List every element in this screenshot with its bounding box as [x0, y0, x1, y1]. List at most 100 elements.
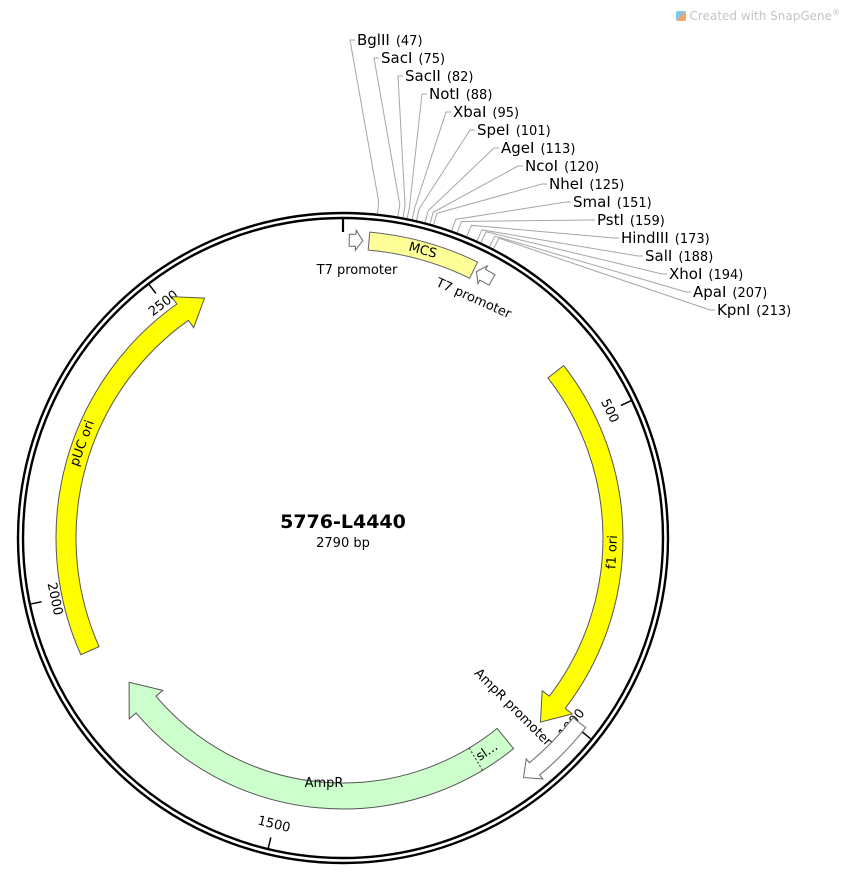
site-label: SalI (188)	[645, 247, 713, 265]
site-name: KpnI	[717, 301, 750, 319]
site-label: NheI (125)	[549, 175, 624, 193]
site-name: HindIII	[621, 229, 669, 247]
site-name: NcoI	[525, 157, 558, 175]
site-spei: SpeI (101)	[416, 121, 551, 221]
f1-ori-label: f1 ori	[604, 535, 621, 570]
site-noti: NotI (88)	[406, 85, 493, 219]
mcs-box	[367, 231, 479, 279]
site-name: PstI	[597, 211, 624, 229]
ampr-label: AmpR	[305, 776, 344, 791]
site-position: (82)	[447, 70, 474, 85]
site-leader-line	[466, 224, 619, 239]
site-name: XbaI	[453, 103, 486, 121]
tick-2000: 2000	[29, 581, 65, 617]
site-leader-line	[397, 75, 406, 218]
site-label: SpeI (101)	[477, 121, 551, 139]
site-position: (101)	[516, 124, 551, 139]
plasmid-name: 5776-L4440	[280, 511, 406, 533]
site-xhoi: XhoI (194)	[480, 231, 743, 283]
site-name: XhoI	[669, 265, 702, 283]
site-leader-line	[416, 129, 475, 221]
t7-promoter-right-arrow	[475, 264, 496, 286]
site-label: PstI (159)	[597, 211, 665, 229]
ampr-promoter-arrow	[522, 717, 587, 780]
site-position: (159)	[630, 214, 665, 229]
tick-mark	[581, 731, 593, 741]
site-nhei: NheI (125)	[433, 175, 624, 225]
site-position: (113)	[540, 142, 575, 157]
site-label: NcoI (120)	[525, 157, 599, 175]
site-name: SpeI	[477, 121, 510, 139]
site-position: (207)	[732, 286, 767, 301]
tick-mark	[29, 600, 42, 605]
puc-ori-arrow	[55, 296, 206, 656]
site-name: AgeI	[501, 139, 534, 157]
site-leader-line	[429, 165, 523, 224]
site-leader-line	[493, 237, 715, 311]
watermark: Created with SnapGene®	[675, 8, 840, 23]
site-apai: ApaI (207)	[489, 235, 767, 301]
site-ncoi: NcoI (120)	[429, 157, 599, 224]
site-sali: SalI (188)	[476, 229, 713, 265]
site-leader-line	[406, 93, 427, 219]
site-position: (47)	[396, 34, 423, 49]
plasmid-length: 2790 bp	[316, 536, 370, 551]
site-label: SmaI (151)	[573, 193, 652, 211]
site-psti: PstI (159)	[456, 211, 665, 233]
site-position: (194)	[708, 268, 743, 283]
site-name: SmaI	[573, 193, 611, 211]
tick-mark	[620, 399, 633, 407]
site-label: XhoI (194)	[669, 265, 743, 283]
watermark-text: Created with SnapGene	[689, 9, 832, 23]
site-sacii: SacII (82)	[397, 67, 474, 218]
t7-promoter-left-arrow	[348, 228, 364, 252]
site-label: AgeI (113)	[501, 139, 575, 157]
site-leader-line	[480, 231, 667, 275]
tick-mark	[147, 283, 157, 294]
site-agei: AgeI (113)	[424, 139, 575, 223]
site-label: XbaI (95)	[453, 103, 519, 121]
site-label: ApaI (207)	[693, 283, 767, 301]
site-position: (151)	[617, 196, 652, 211]
site-smai: SmaI (151)	[451, 193, 652, 231]
site-leader-line	[476, 229, 643, 257]
site-leader-line	[433, 183, 547, 225]
site-saci: SacI (75)	[373, 49, 445, 217]
t7-promoter-left-label: T7 promoter	[316, 263, 398, 278]
watermark-mark: ®	[832, 8, 840, 17]
site-name: SalI	[645, 247, 672, 265]
site-label: SacI (75)	[381, 49, 445, 67]
mcs-label: MCS	[407, 240, 439, 262]
site-position: (95)	[492, 106, 519, 121]
site-leader-line	[489, 235, 691, 293]
site-position: (173)	[675, 232, 710, 247]
tick-1500: 1500	[256, 814, 292, 850]
site-position: (75)	[418, 52, 445, 67]
site-bglii: BglII (47)	[349, 31, 423, 214]
site-position: (120)	[564, 160, 599, 175]
site-label: BglII (47)	[357, 31, 423, 49]
site-label: KpnI (213)	[717, 301, 791, 319]
ampr-arrow	[128, 681, 515, 810]
site-kpni: KpnI (213)	[493, 237, 791, 319]
site-leader-line	[349, 39, 380, 214]
site-leader-line	[451, 201, 571, 231]
site-name: ApaI	[693, 283, 726, 301]
site-leader-line	[411, 111, 451, 220]
site-position: (188)	[678, 250, 713, 265]
backbone-outer	[16, 211, 670, 865]
site-label: HindIII (173)	[621, 229, 710, 247]
tick-mark	[267, 837, 272, 850]
tick-500: 500	[597, 397, 633, 426]
site-leader-line	[456, 219, 595, 233]
site-position: (125)	[589, 178, 624, 193]
t7-promoter-right-label: T7 promoter	[433, 275, 514, 322]
signal-divider	[468, 747, 484, 771]
site-leader-line	[424, 147, 499, 223]
tick-label: 500	[597, 397, 621, 426]
site-position: (88)	[466, 88, 493, 103]
snapgene-logo-icon	[675, 11, 686, 21]
tick-label: 1500	[256, 814, 292, 836]
site-position: (213)	[756, 304, 791, 319]
